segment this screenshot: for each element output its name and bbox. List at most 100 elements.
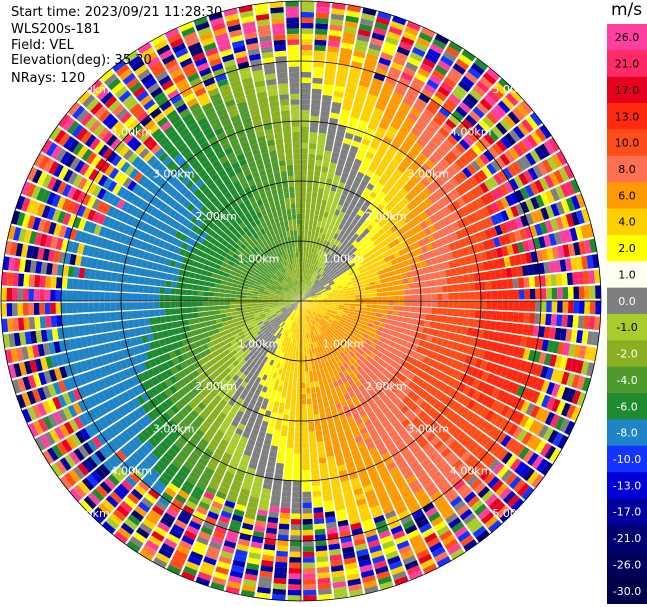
velocity-gate — [39, 434, 51, 449]
velocity-gate — [557, 342, 565, 355]
velocity-gate — [288, 584, 301, 591]
velocity-gate — [377, 97, 389, 106]
velocity-gate — [146, 378, 155, 389]
velocity-gate — [311, 313, 316, 318]
velocity-gate — [27, 422, 39, 438]
velocity-gate — [565, 213, 575, 227]
velocity-gate — [426, 184, 436, 194]
velocity-gate — [295, 349, 299, 356]
velocity-gate — [291, 508, 301, 514]
velocity-gate — [371, 328, 378, 334]
velocity-gate — [430, 241, 439, 250]
velocity-gate — [291, 343, 295, 350]
velocity-gate — [573, 301, 580, 314]
velocity-gate — [392, 570, 407, 581]
velocity-gate — [160, 426, 170, 436]
velocity-gate — [323, 324, 328, 330]
velocity-gate — [508, 129, 521, 143]
velocity-gate — [342, 312, 349, 316]
velocity-gate — [274, 379, 280, 386]
velocity-gate — [566, 272, 574, 286]
velocity-gate — [402, 224, 411, 232]
velocity-gate — [538, 326, 546, 338]
velocity-gate — [474, 310, 481, 319]
velocity-gate — [334, 85, 345, 93]
velocity-gate — [326, 200, 333, 208]
velocity-gate — [116, 321, 124, 330]
velocity-gate — [355, 274, 362, 280]
velocity-gate — [362, 220, 370, 228]
velocity-gate — [400, 36, 415, 46]
velocity-gate — [426, 432, 436, 442]
velocity-gate — [406, 363, 415, 372]
velocity-gate — [340, 480, 351, 488]
velocity-gate — [309, 326, 313, 333]
velocity-gate — [471, 211, 480, 223]
velocity-gate — [310, 293, 316, 297]
velocity-gate — [287, 326, 292, 332]
velocity-gate — [301, 298, 306, 301]
velocity-gate — [544, 411, 556, 426]
velocity-gate — [344, 92, 355, 101]
velocity-gate — [467, 67, 482, 80]
velocity-gate — [248, 552, 261, 560]
velocity-gate — [347, 284, 354, 288]
velocity-gate — [65, 436, 77, 450]
velocity-gate — [566, 404, 576, 419]
velocity-gate — [258, 576, 272, 584]
velocity-gate — [421, 148, 432, 159]
velocity-gate — [509, 218, 519, 231]
velocity-gate — [178, 398, 188, 407]
velocity-gate — [501, 96, 515, 110]
velocity-gate — [496, 377, 505, 389]
velocity-gate — [338, 308, 344, 312]
velocity-gate — [451, 459, 463, 471]
velocity-gate — [377, 466, 388, 475]
velocity-gate — [328, 422, 335, 429]
velocity-gate — [302, 268, 305, 274]
velocity-gate — [570, 358, 579, 373]
velocity-gate — [378, 220, 386, 228]
velocity-gate — [236, 377, 244, 385]
velocity-gate — [307, 409, 313, 416]
velocity-gate — [438, 372, 447, 382]
velocity-gate — [350, 111, 361, 119]
velocity-gate — [296, 393, 301, 400]
velocity-gate — [166, 322, 173, 330]
velocity-gate — [403, 66, 416, 77]
velocity-gate — [288, 343, 292, 349]
velocity-gate — [301, 164, 308, 171]
velocity-gate — [487, 129, 499, 142]
velocity-gate — [410, 107, 422, 118]
velocity-gate — [437, 428, 447, 439]
velocity-gate — [356, 342, 363, 349]
velocity-gate — [257, 372, 264, 379]
velocity-gate — [494, 224, 503, 236]
velocity-gate — [350, 276, 357, 282]
velocity-gate — [359, 313, 365, 318]
velocity-gate — [302, 273, 304, 280]
velocity-gate — [192, 335, 200, 342]
velocity-gate — [289, 551, 301, 558]
velocity-gate — [389, 360, 398, 368]
velocity-gate — [484, 455, 496, 468]
velocity-gate — [344, 305, 350, 309]
velocity-gate — [150, 349, 159, 358]
velocity-gate — [324, 274, 330, 279]
velocity-gate — [534, 313, 541, 325]
velocity-gate — [312, 253, 316, 260]
velocity-gate — [314, 318, 319, 323]
velocity-gate — [477, 169, 488, 181]
velocity-gate — [281, 369, 287, 376]
velocity-gate — [371, 308, 377, 313]
velocity-gate — [78, 373, 88, 386]
velocity-gate — [354, 176, 362, 184]
velocity-gate — [398, 345, 406, 353]
velocity-gate — [256, 413, 264, 421]
velocity-gate — [396, 150, 406, 159]
velocity-gate — [394, 410, 404, 419]
velocity-gate — [286, 447, 294, 454]
velocity-gate — [197, 306, 204, 312]
velocity-gate — [475, 140, 487, 153]
velocity-gate — [320, 222, 326, 229]
